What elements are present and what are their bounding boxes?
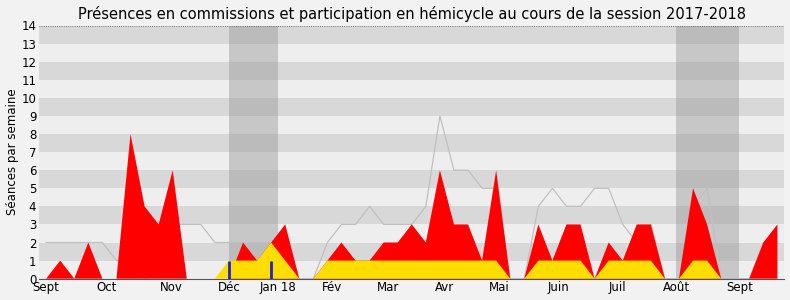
Bar (40, 26, 784, 44)
Bar (40, 62, 784, 80)
Bar (40, 206, 784, 224)
Bar (40, 116, 784, 134)
Bar (40, 134, 784, 152)
Bar (229, 26, 278, 279)
Bar (676, 26, 739, 279)
Bar (40, 152, 784, 170)
Bar (40, 242, 784, 261)
Title: Présences en commissions et participation en hémicycle au cours de la session 20: Présences en commissions et participatio… (77, 6, 746, 22)
Bar (40, 224, 784, 242)
Y-axis label: Séances par semaine: Séances par semaine (6, 89, 18, 215)
Bar (40, 44, 784, 62)
Bar (40, 170, 784, 188)
Bar (40, 188, 784, 206)
Bar (40, 98, 784, 116)
Bar (40, 80, 784, 98)
Bar (40, 261, 784, 279)
